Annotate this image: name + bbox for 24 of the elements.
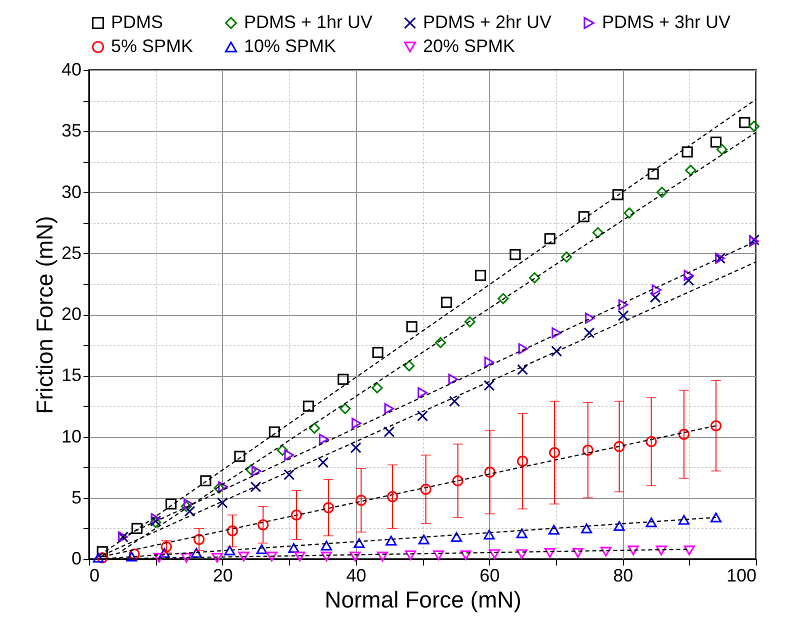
x-tick-label: 100 — [726, 566, 756, 586]
x-tick-label: 40 — [346, 566, 366, 586]
y-tick-label: 5 — [71, 487, 82, 508]
y-tick-label: 35 — [61, 120, 82, 141]
x-tick-label: 80 — [613, 566, 634, 586]
legend-label: PDMS + 2hr UV — [423, 12, 552, 32]
legend-label: PDMS — [111, 12, 164, 32]
y-tick-label: 0 — [71, 548, 82, 568]
legend-label: PDMS + 1hr UV — [244, 12, 373, 32]
y-tick-label: 30 — [61, 182, 82, 202]
y-tick-label: 15 — [61, 365, 82, 386]
x-tick-label: 0 — [90, 566, 100, 586]
x-tick-label: 60 — [480, 566, 500, 586]
y-axis-title: Friction Force (mN) — [31, 216, 58, 414]
y-tick-label: 25 — [61, 242, 82, 263]
y-tick-label: 20 — [61, 304, 82, 324]
y-tick-label: 40 — [61, 60, 82, 80]
legend-label: 5% SPMK — [111, 36, 194, 56]
legend-label: PDMS + 3hr UV — [602, 12, 731, 32]
y-tick-label: 10 — [61, 426, 82, 446]
x-tick-label: 20 — [212, 566, 233, 586]
legend-label: 20% SPMK — [423, 36, 516, 56]
x-axis-title: Normal Force (mN) — [324, 586, 522, 612]
legend-label: 10% SPMK — [244, 36, 336, 56]
